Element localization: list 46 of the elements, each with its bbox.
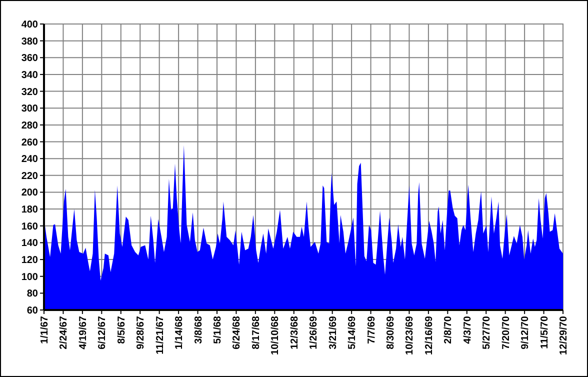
y-tick-label: 300 (21, 104, 38, 115)
y-tick-label: 160 (21, 221, 38, 232)
x-tick-label: 2/24/67 (58, 316, 70, 350)
x-tick-label: 4/19/67 (78, 316, 89, 350)
y-tick-label: 260 (21, 137, 38, 148)
x-tick-label: 12/16/69 (424, 316, 435, 355)
x-tick-label: 3/21/69 (328, 316, 339, 350)
x-tick-label: 6/12/67 (97, 316, 108, 350)
y-tick-label: 60 (26, 306, 38, 316)
y-tick-label: 80 (26, 288, 38, 300)
y-tick-label: 400 (21, 20, 38, 30)
x-tick-label: 12/29/70 (558, 316, 570, 355)
x-tick-label: 9/28/67 (136, 316, 147, 350)
x-tick-label: 11/5/70 (539, 316, 550, 349)
x-tick-label: 8/30/69 (386, 316, 396, 350)
x-tick-label: 12/3/68 (289, 316, 300, 350)
x-tick-label: 5/14/69 (347, 316, 358, 350)
x-tick-label: 1/14/68 (174, 316, 186, 350)
y-tick-label: 340 (21, 70, 38, 81)
x-tick-label: 11/21/67 (154, 316, 166, 354)
x-tick-label: 8/17/68 (250, 316, 262, 350)
x-tick-label: 10/23/69 (404, 316, 416, 355)
y-tick-label: 220 (21, 170, 38, 182)
x-tick-label: 9/12/70 (520, 316, 532, 350)
x-tick-label: 8/5/67 (116, 316, 128, 344)
y-tick-label: 120 (21, 255, 38, 266)
y-tick-label: 380 (21, 36, 38, 48)
x-tick-label: 4/3/70 (462, 316, 474, 344)
y-tick-label: 280 (21, 120, 38, 132)
y-tick-label: 200 (21, 188, 38, 199)
x-tick-label: 1/1/67 (40, 316, 50, 344)
x-tick-label: 10/10/68 (270, 316, 282, 355)
x-tick-label: 1/26/69 (308, 316, 320, 350)
y-tick-label: 100 (21, 272, 38, 283)
y-tick-label: 360 (21, 53, 38, 64)
y-tick-label: 180 (21, 204, 38, 216)
x-tick-label: 3/8/68 (193, 316, 204, 344)
x-tick-label: 5/1/68 (212, 316, 224, 344)
x-tick-label: 7/7/69 (366, 316, 378, 344)
x-tick-label: 6/24/68 (232, 316, 243, 350)
x-tick-label: 7/20/70 (500, 316, 512, 350)
x-tick-label: 5/27/70 (482, 316, 493, 350)
y-tick-label: 320 (21, 86, 38, 98)
y-tick-label: 140 (21, 238, 38, 250)
y-tick-label: 240 (21, 154, 38, 166)
x-tick-label: 2/8/70 (443, 316, 454, 344)
